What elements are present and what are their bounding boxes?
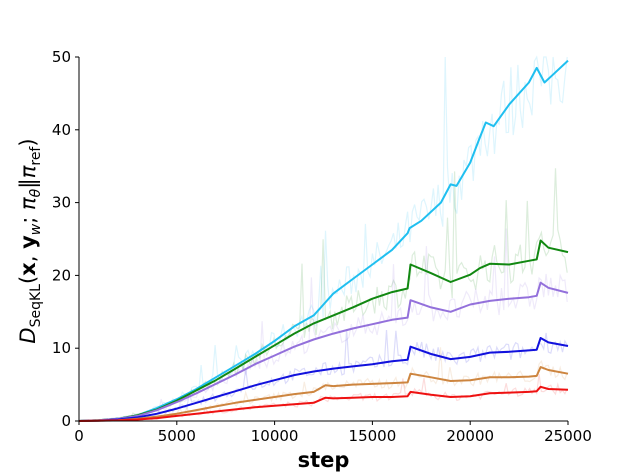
ylabel-y: y [16,235,40,249]
series-line-3 [78,337,569,422]
ylabel-comma: , [16,249,40,262]
ylabel-pi1: π [16,197,40,210]
noise-traces [78,55,568,422]
ylabel-sub: SeqKL [28,284,44,328]
y-tick-label-0: 0 [61,412,71,430]
ylabel-bars: ‖ [16,178,41,189]
x-tick-label-3: 15000 [349,427,397,445]
series-line-2 [78,281,569,422]
ylabel-pi1-sub: θ [28,188,44,197]
y-tick-label-1: 10 [52,339,71,357]
x-axis-label: step [298,448,350,472]
ylabel-pi2-sub: ref [28,146,44,166]
y-tick-label-3: 30 [52,194,71,212]
ylabel-y-sub: w [28,223,44,235]
series-line-4 [78,366,569,422]
x-tick-label-5: 25000 [544,427,592,445]
x-tick-label-1: 5000 [158,427,196,445]
tick-labels: 0 5000 10000 15000 20000 25000 0 10 20 30 40 50 [52,48,592,445]
series-line-0 [78,59,569,422]
axes [75,56,569,425]
noise-trace-3 [78,329,568,422]
series-lines [78,59,569,422]
ylabel-pi2: π [16,165,40,178]
ylabel-semicolon: ; [16,210,40,224]
ylabel-main: D [16,327,40,343]
x-tick-label-4: 20000 [446,427,494,445]
x-tick-label-2: 10000 [251,427,299,445]
x-tick-label-0: 0 [74,427,84,445]
series-line-5 [78,385,569,422]
y-tick-label-5: 50 [52,48,71,66]
ylabel-close-paren: ) [16,138,40,146]
y-axis-label: DSeqKL(x, yw; πθ‖πref) [16,138,44,343]
y-tick-label-2: 20 [52,266,71,284]
ylabel-x: x [16,262,40,276]
ylabel-open-paren: ( [16,276,40,284]
y-tick-label-4: 40 [52,121,71,139]
series-line-1 [78,239,569,422]
